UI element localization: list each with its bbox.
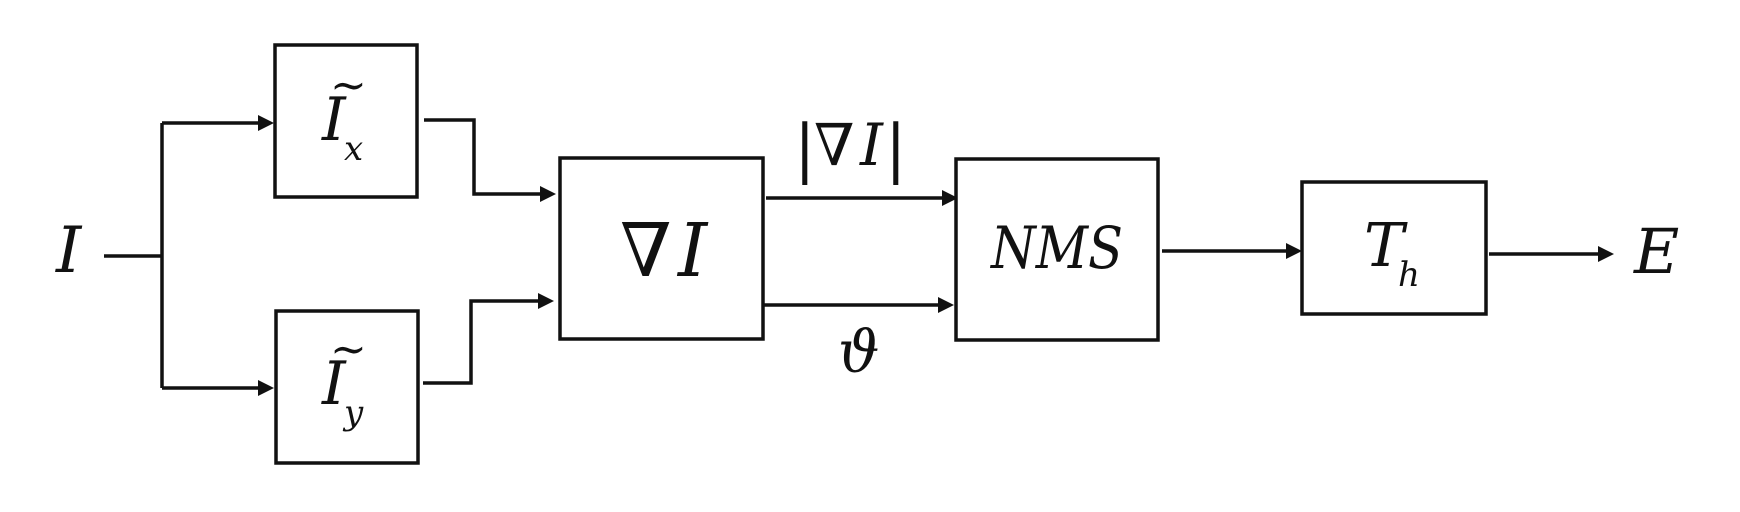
- magnitude-var: I: [859, 111, 884, 179]
- angle-label: ϑ: [838, 318, 879, 386]
- wire-ix-to-grad: [424, 118, 556, 202]
- block-ix-base: I: [321, 85, 347, 155]
- wire-th-to-output: [1489, 246, 1614, 262]
- magnitude-nabla: ∇: [814, 111, 855, 179]
- block-threshold-base: T: [1364, 211, 1408, 281]
- block-iy-sub: y: [342, 393, 364, 433]
- block-threshold-sub: h: [1398, 255, 1420, 295]
- block-ix-tilde: ~: [330, 60, 367, 111]
- block-threshold: T h: [1300, 180, 1488, 316]
- magnitude-bar-left: |: [794, 112, 816, 186]
- wire-nms-to-th: [1162, 243, 1302, 259]
- block-ix: I ~ x: [273, 43, 419, 199]
- block-iy-base: I: [321, 349, 347, 419]
- block-iy-tilde: ~: [330, 324, 367, 375]
- block-gradient-nabla: ∇: [620, 208, 672, 294]
- wire-iy-to-grad: [423, 293, 554, 385]
- block-nms-label: NMS: [989, 214, 1123, 282]
- edge-angle: ϑ: [763, 297, 954, 386]
- magnitude-bar-right: |: [885, 112, 907, 186]
- block-ix-sub: x: [344, 129, 363, 169]
- input-splitter: [104, 115, 274, 396]
- edge-magnitude: | ∇ I |: [766, 111, 958, 206]
- input-label-i: I: [55, 214, 83, 288]
- block-iy: I ~ y: [274, 309, 420, 465]
- block-nms: NMS: [954, 157, 1160, 342]
- block-gradient-var: I: [676, 208, 709, 294]
- output-label-e: E: [1633, 215, 1679, 288]
- block-gradient: ∇ I: [558, 156, 765, 341]
